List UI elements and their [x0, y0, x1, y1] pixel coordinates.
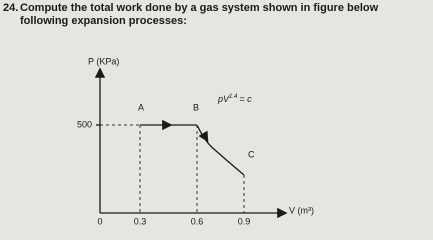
arrow: [198, 130, 209, 143]
process-bc: [196, 124, 245, 176]
question-text: Compute the total work done by a gas sys…: [20, 2, 379, 27]
v-tick-label: 0.9: [238, 216, 251, 226]
process-rhs: = c: [239, 94, 252, 104]
v-axis-label: V (m³): [289, 205, 314, 215]
point-label: A: [138, 102, 144, 112]
page: 24. Compute the total work done by a gas…: [3, 2, 413, 227]
question: 24. Compute the total work done by a gas…: [3, 2, 413, 28]
p-tick-label: 500: [77, 119, 92, 129]
point-label: C: [248, 149, 255, 159]
v-tick-label: 0.6: [191, 216, 204, 226]
pv-diagram: P (KPa) V (m³) 500 A B C pV1.4 = c 0 0.3 …: [77, 56, 314, 226]
process-label: pV1.4 = c: [217, 94, 252, 105]
question-number: 24.: [3, 2, 19, 14]
p-axis-label: P (KPa): [88, 56, 119, 66]
v-tick-label: 0.3: [134, 216, 147, 226]
point-label: B: [193, 102, 199, 112]
process-exponent: 1.4: [229, 94, 238, 100]
process-base: pV: [217, 94, 230, 104]
v-tick-label: 0: [97, 216, 102, 226]
